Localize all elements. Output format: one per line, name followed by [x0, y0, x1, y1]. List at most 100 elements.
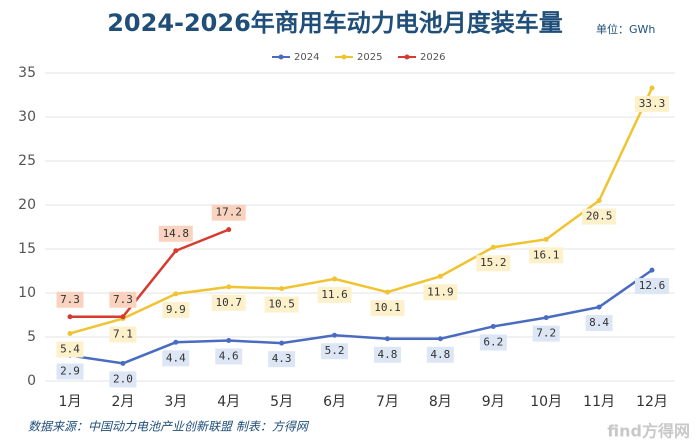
label-bg: [268, 351, 296, 368]
x-tick-label: 1月: [59, 394, 82, 410]
data-label: 15.2: [480, 256, 507, 269]
data-label: 4.8: [378, 348, 398, 361]
data-label: 33.3: [639, 97, 666, 110]
label-bg: [476, 255, 511, 272]
data-label: 6.2: [483, 335, 503, 348]
series-line: [69, 269, 653, 365]
y-tick-label: 5: [27, 329, 36, 345]
x-tick-label: 8月: [429, 394, 452, 410]
x-tick-label: 3月: [164, 394, 187, 410]
chart-title: 2024-2026年商用车动力电池月度装车量: [107, 9, 563, 37]
data-label: 10.7: [215, 296, 242, 309]
data-label: 4.4: [166, 351, 186, 364]
legend-item: 2024: [272, 52, 319, 63]
data-label: 2.0: [113, 372, 133, 385]
label-bg: [211, 204, 246, 221]
unit-label: 单位：GWh: [596, 22, 655, 36]
x-tick-label: 4月: [217, 394, 240, 410]
legend-marker: [278, 54, 284, 60]
point: [279, 340, 285, 346]
point: [543, 236, 549, 242]
point: [173, 248, 179, 254]
x-tick-label: 9月: [482, 394, 505, 410]
data-label: 2.9: [60, 364, 80, 377]
label-bg: [529, 247, 564, 264]
point: [173, 339, 179, 345]
point: [67, 314, 73, 320]
y-tick-label: 15: [18, 241, 36, 257]
legend-label: 2026: [420, 52, 445, 63]
data-label: 11.9: [427, 285, 454, 298]
data-label: 4.6: [219, 350, 239, 363]
point: [490, 244, 496, 250]
x-tick-label: 5月: [270, 394, 293, 410]
data-label: 20.5: [586, 210, 613, 223]
data-label: 5.4: [60, 342, 80, 355]
label-bg: [426, 346, 454, 363]
legend-item: 2025: [335, 52, 382, 63]
label-bg: [56, 341, 84, 358]
label-bg: [423, 284, 458, 301]
data-label: 17.2: [215, 206, 242, 219]
label-bg: [162, 350, 190, 367]
label-bg: [56, 291, 84, 308]
source-note: 数据来源：中国动力电池产业创新联盟 制表：方得网: [28, 420, 310, 434]
data-label: 16.1: [533, 248, 560, 261]
label-bg: [373, 346, 401, 363]
label-bg: [109, 291, 137, 308]
y-tick-label: 0: [27, 373, 36, 389]
label-bg: [479, 334, 507, 351]
label-bg: [162, 301, 190, 318]
y-tick-label: 35: [18, 65, 36, 81]
point: [543, 315, 549, 321]
data-label: 7.3: [60, 293, 80, 306]
data-label: 10.1: [374, 301, 401, 314]
point: [596, 304, 602, 310]
point: [384, 336, 390, 342]
data-label: 5.2: [325, 344, 345, 357]
label-bg: [109, 326, 137, 343]
label-bg: [264, 296, 299, 313]
label-bg: [370, 300, 405, 317]
point: [437, 273, 443, 279]
label-bg: [532, 325, 560, 342]
data-label: 9.9: [166, 303, 186, 316]
legend-marker: [404, 54, 410, 60]
y-tick-label: 25: [18, 153, 36, 169]
point: [384, 289, 390, 295]
point: [596, 198, 602, 204]
y-tick-label: 30: [18, 109, 36, 125]
x-tick-label: 12月: [636, 394, 668, 410]
legend-label: 2025: [357, 52, 382, 63]
point: [67, 330, 73, 336]
x-tick-label: 6月: [323, 394, 346, 410]
data-label: 8.4: [589, 316, 609, 329]
point: [120, 314, 126, 320]
label-bg: [211, 294, 246, 311]
x-tick-label: 2月: [111, 394, 134, 410]
data-label: 7.2: [536, 327, 556, 340]
x-tick-label: 11月: [583, 394, 615, 410]
point: [490, 323, 496, 329]
label-bg: [635, 95, 669, 112]
point: [649, 85, 655, 91]
label-bg: [109, 371, 137, 388]
point: [226, 338, 232, 344]
data-label: 12.6: [639, 279, 666, 292]
point: [120, 360, 126, 366]
series-line: [70, 228, 230, 319]
legend-marker: [341, 54, 347, 60]
point: [226, 227, 232, 233]
data-label: 4.3: [272, 352, 292, 365]
point: [332, 332, 338, 338]
point: [437, 336, 443, 342]
point: [332, 276, 338, 282]
y-tick-label: 20: [18, 197, 36, 213]
watermark: find方得网: [607, 422, 690, 441]
label-bg: [215, 348, 243, 365]
x-tick-label: 7月: [376, 394, 399, 410]
series-line: [69, 87, 654, 335]
point: [649, 267, 655, 273]
label-bg: [585, 315, 613, 332]
